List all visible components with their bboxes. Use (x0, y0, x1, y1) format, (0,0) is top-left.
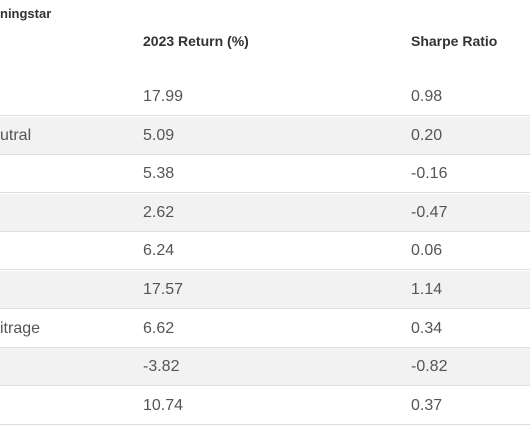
table-cell: 17.57 (143, 281, 184, 298)
table-cell: 0.98 (411, 88, 443, 105)
table-cell: 0.37 (411, 396, 443, 414)
table-cell: -0.82 (411, 358, 448, 376)
table-cell: 5.09 (143, 126, 175, 144)
table-cell: 0.20 (411, 126, 443, 144)
table-cell: 0.06 (411, 242, 443, 260)
table-row: itrage 6.62 0.34 (0, 310, 530, 348)
table-row: -3.82 -0.82 (0, 348, 530, 387)
column-header: 2023 Return (%) (143, 33, 249, 49)
table-cell: -0.47 (411, 203, 448, 221)
table-cell: 2.62 (143, 203, 175, 221)
table-cell: 10.74 (143, 396, 184, 414)
table-row: utral 5.09 0.20 (0, 116, 530, 155)
row-label: itrage (0, 319, 41, 337)
column-header: Sharpe Ratio (411, 33, 498, 49)
table-cell: 5.38 (143, 165, 175, 183)
table-row: 10.74 0.37 (0, 387, 530, 425)
table-cell: -0.16 (411, 165, 448, 183)
table-cell: 6.24 (143, 242, 175, 260)
table-row: 2.62 -0.47 (0, 193, 530, 232)
table-cell: 0.34 (411, 319, 443, 337)
row-label: utral (0, 126, 32, 144)
table-row: 17.99 0.98 (0, 78, 530, 116)
table-row: 6.24 0.06 (0, 232, 530, 271)
table-cell: -3.82 (143, 358, 180, 376)
table-title: ningstar (0, 6, 52, 21)
table-cell: 17.99 (143, 88, 184, 105)
table-cell: 1.14 (411, 281, 443, 298)
table-row: 17.57 1.14 (0, 271, 530, 309)
table-row: 5.38 -0.16 (0, 155, 530, 194)
table-cell: 6.62 (143, 319, 175, 337)
